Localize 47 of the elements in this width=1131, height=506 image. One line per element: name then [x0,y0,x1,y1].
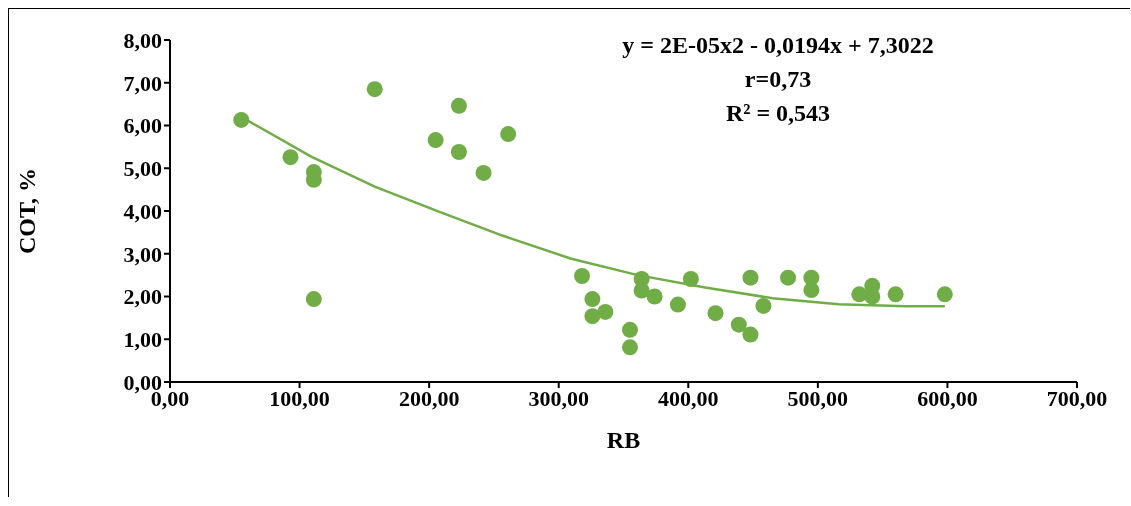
annotation: R² = 0,543 [724,99,832,128]
point [803,282,820,299]
point [633,282,650,299]
point [450,144,467,161]
x-tick-label: 300,00 [528,385,589,411]
y-tick-label: 4,00 [123,198,162,224]
x-axis-title: RB [606,427,641,453]
point [475,164,492,181]
annotation: r=0,73 [743,65,813,94]
x-tick-label: 500,00 [787,385,849,411]
point [742,326,759,343]
point [427,132,444,149]
y-tick-label: 5,00 [123,156,162,182]
y-axis-title: COT, % [13,167,40,255]
y-tick-label: 2,00 [123,284,162,310]
y-tick-label: 7,00 [123,70,162,96]
point [597,303,614,320]
point [887,286,904,303]
point [936,286,953,303]
point [305,291,322,308]
y-tick-label: 8,00 [123,27,162,53]
point [621,321,638,338]
x-tick-label: 600,00 [917,385,978,411]
point [500,126,517,143]
y-tick-label: 3,00 [123,241,162,267]
point [669,296,686,313]
point [742,269,759,286]
point [366,81,383,98]
point [730,316,747,333]
point [584,291,601,308]
point [574,267,591,284]
point [282,149,299,166]
point [780,269,797,286]
point [621,339,638,356]
y-tick-label: 0,00 [123,369,162,395]
y-tick-label: 1,00 [123,327,162,353]
x-tick-label: 700,00 [1046,385,1108,411]
point [450,97,467,114]
y-tick-label: 6,00 [123,113,162,139]
x-tick-label: 200,00 [398,385,460,411]
x-tick-label: 100,00 [269,385,330,411]
point [646,288,663,305]
annotation: y = 2E-05x2 - 0,0194x + 7,3022 [621,31,935,60]
point [707,305,724,322]
x-tick-label: 400,00 [658,385,719,411]
point [755,297,772,314]
point [584,308,601,325]
